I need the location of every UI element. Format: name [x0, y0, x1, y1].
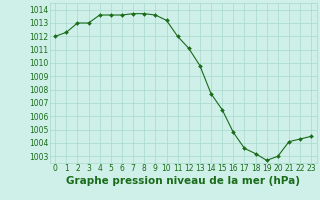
X-axis label: Graphe pression niveau de la mer (hPa): Graphe pression niveau de la mer (hPa): [66, 176, 300, 186]
